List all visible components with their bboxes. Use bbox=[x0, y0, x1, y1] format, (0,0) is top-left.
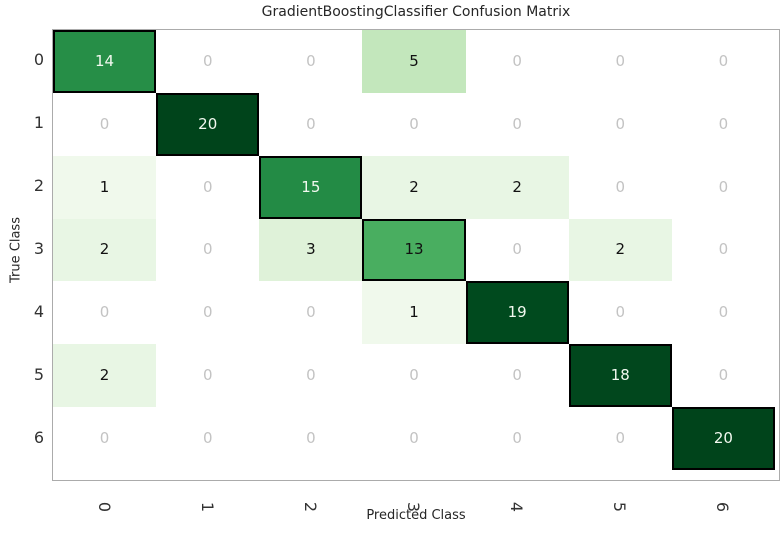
matrix-cell-2-6: 0 bbox=[671, 155, 775, 219]
matrix-cell-4-0: 0 bbox=[53, 281, 157, 345]
matrix-cell-3-3: 13 bbox=[362, 218, 466, 282]
matrix-cell-6-5: 0 bbox=[568, 407, 672, 470]
matrix-cell-1-0: 0 bbox=[53, 92, 157, 156]
matrix-cell-0-4: 0 bbox=[465, 30, 569, 93]
matrix-cell-1-3: 0 bbox=[362, 92, 466, 156]
y-tick-label-2: 2 bbox=[33, 176, 44, 196]
matrix-cell-4-5: 0 bbox=[568, 281, 672, 345]
matrix-cell-6-6: 20 bbox=[671, 407, 775, 470]
matrix-cell-4-3: 1 bbox=[362, 281, 466, 345]
matrix-cell-2-2: 15 bbox=[259, 155, 363, 219]
matrix-cell-2-5: 0 bbox=[568, 155, 672, 219]
matrix-cell-5-1: 0 bbox=[156, 344, 260, 408]
matrix-cell-3-1: 0 bbox=[156, 218, 260, 282]
matrix-cell-1-4: 0 bbox=[465, 92, 569, 156]
chart-title: GradientBoostingClassifier Confusion Mat… bbox=[261, 4, 571, 20]
matrix-cell-2-0: 1 bbox=[53, 155, 157, 219]
matrix-cell-6-1: 0 bbox=[156, 407, 260, 470]
matrix-cell-0-1: 0 bbox=[156, 30, 260, 93]
y-tick-label-4: 4 bbox=[33, 301, 44, 321]
matrix-cell-1-6: 0 bbox=[671, 92, 775, 156]
y-tick-label-6: 6 bbox=[33, 427, 44, 447]
matrix-cell-4-4: 19 bbox=[465, 281, 569, 345]
matrix-cell-1-2: 0 bbox=[259, 92, 363, 156]
matrix-cell-6-2: 0 bbox=[259, 407, 363, 470]
matrix-cell-3-5: 2 bbox=[568, 218, 672, 282]
matrix-cell-0-5: 0 bbox=[568, 30, 672, 93]
matrix-cell-3-2: 3 bbox=[259, 218, 363, 282]
matrix-cell-6-3: 0 bbox=[362, 407, 466, 470]
matrix-cell-4-6: 0 bbox=[671, 281, 775, 345]
y-tick-label-5: 5 bbox=[33, 364, 44, 384]
matrix-cell-0-2: 0 bbox=[259, 30, 363, 93]
y-tick-label-3: 3 bbox=[33, 239, 44, 258]
matrix-cell-5-4: 0 bbox=[465, 344, 569, 408]
matrix-cell-0-0: 14 bbox=[53, 30, 157, 93]
matrix-cell-5-3: 0 bbox=[362, 344, 466, 408]
y-tick-label-0: 0 bbox=[33, 50, 44, 70]
matrix-cell-2-4: 2 bbox=[465, 155, 569, 219]
matrix-cell-6-4: 0 bbox=[465, 407, 569, 470]
matrix-cell-5-6: 0 bbox=[671, 344, 775, 408]
matrix-cell-2-1: 0 bbox=[156, 155, 260, 219]
matrix-cell-0-6: 0 bbox=[671, 30, 775, 93]
matrix-cell-3-4: 0 bbox=[465, 218, 569, 282]
matrix-cell-2-3: 2 bbox=[362, 155, 466, 219]
matrix-cell-5-5: 18 bbox=[568, 344, 672, 408]
matrix-cell-0-3: 5 bbox=[362, 30, 466, 93]
matrix-cell-4-2: 0 bbox=[259, 281, 363, 345]
matrix-cell-5-2: 0 bbox=[259, 344, 363, 408]
matrix-cell-3-6: 0 bbox=[671, 218, 775, 282]
matrix-cell-3-0: 2 bbox=[53, 218, 157, 282]
confusion-matrix-grid: 14 0 0 5 0 0 0 0 20 0 0 0 0 0 1 0 15 2 2 0 0 2 0 3 13 0 2 0 0 0 0 1 19 0 0… bbox=[53, 30, 775, 470]
plot-area: 14 0 0 5 0 0 0 0 20 0 0 0 0 0 1 0 15 2 2 0 0 2 0 3 13 0 2 0 0 0 0 1 19 0 0… bbox=[52, 29, 780, 481]
matrix-cell-4-1: 0 bbox=[156, 281, 260, 345]
matrix-cell-1-1: 20 bbox=[156, 92, 260, 156]
y-axis-label: True Class bbox=[8, 217, 24, 283]
matrix-cell-6-0: 0 bbox=[53, 407, 157, 470]
matrix-cell-5-0: 2 bbox=[53, 344, 157, 408]
matrix-cell-1-5: 0 bbox=[568, 92, 672, 156]
x-axis-label: Predicted Class bbox=[366, 508, 466, 523]
y-tick-label-1: 1 bbox=[33, 113, 44, 133]
